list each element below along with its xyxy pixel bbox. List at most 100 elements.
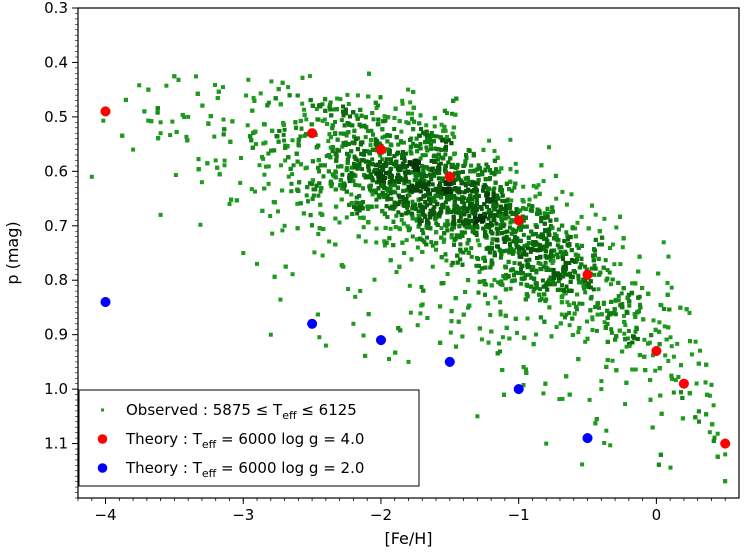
observed-point [555, 255, 560, 260]
observed-point [543, 381, 548, 386]
observed-point [378, 164, 382, 169]
observed-point [541, 244, 546, 249]
observed-point [376, 122, 381, 127]
observed-point [418, 172, 423, 177]
observed-point [689, 352, 694, 357]
observed-point [705, 392, 710, 397]
observed-point [496, 280, 501, 285]
observed-point [509, 198, 514, 203]
observed-point [339, 186, 344, 191]
observed-point [238, 180, 243, 185]
observed-point [229, 197, 234, 202]
observed-point [508, 286, 513, 291]
observed-point [399, 217, 404, 222]
observed-point [552, 236, 556, 241]
observed-point [357, 163, 362, 168]
observed-point [629, 291, 634, 296]
observed-point [406, 111, 410, 116]
observed-point [669, 344, 674, 349]
observed-point [360, 167, 365, 172]
observed-point [222, 127, 227, 132]
observed-point [429, 240, 434, 245]
observed-point [499, 251, 504, 256]
observed-point [289, 189, 294, 194]
observed-point [551, 278, 556, 283]
observed-point [556, 272, 561, 277]
observed-point [477, 243, 482, 248]
observed-point [441, 239, 446, 244]
observed-point [715, 454, 720, 459]
observed-point [592, 263, 597, 268]
observed-point [433, 159, 438, 164]
observed-point [137, 83, 142, 88]
observed-point [544, 267, 549, 272]
observed-point [511, 250, 516, 254]
observed-point [316, 193, 321, 198]
observed-point [600, 235, 605, 240]
observed-point [503, 265, 508, 270]
observed-point [278, 297, 283, 302]
observed-point [306, 199, 310, 204]
observed-point [524, 215, 528, 220]
observed-point [328, 145, 333, 150]
observed-point [635, 310, 640, 315]
observed-point [550, 205, 555, 210]
observed-point [213, 83, 217, 87]
observed-point [374, 171, 379, 176]
observed-point [326, 169, 331, 174]
observed-point [492, 172, 497, 177]
observed-point [439, 235, 444, 240]
observed-point [464, 247, 469, 252]
observed-point [575, 220, 580, 225]
observed-point [453, 177, 458, 182]
observed-point [489, 258, 494, 263]
observed-point [671, 354, 676, 359]
observed-point [551, 209, 555, 214]
observed-point [448, 192, 453, 197]
observed-point [491, 195, 496, 200]
observed-point [408, 138, 413, 142]
observed-point [172, 74, 177, 79]
observed-point [693, 339, 698, 344]
observed-point [383, 163, 388, 168]
observed-point [405, 200, 410, 205]
observed-point [619, 291, 624, 296]
observed-point [653, 368, 658, 373]
observed-point [561, 267, 566, 272]
observed-point [656, 462, 661, 467]
observed-point [542, 292, 547, 297]
observed-point [541, 179, 546, 184]
observed-point [440, 205, 445, 210]
observed-point [339, 118, 344, 123]
observed-point [262, 186, 267, 191]
observed-point [468, 169, 473, 173]
observed-point [450, 111, 454, 116]
observed-point [590, 328, 595, 332]
observed-point [455, 162, 460, 167]
observed-point [489, 223, 493, 227]
observed-point [525, 265, 530, 270]
observed-point [530, 232, 535, 237]
observed-point [498, 312, 503, 317]
observed-point [418, 197, 423, 201]
observed-point [334, 154, 339, 158]
observed-point [506, 274, 510, 279]
observed-point [661, 240, 666, 245]
observed-point [424, 242, 429, 247]
observed-point [378, 160, 382, 164]
observed-point [554, 252, 559, 257]
observed-point [605, 268, 610, 273]
observed-point [566, 237, 570, 242]
observed-point [434, 247, 438, 252]
observed-point [316, 165, 321, 170]
observed-point [475, 181, 480, 186]
observed-point [483, 292, 487, 297]
observed-point [343, 111, 348, 116]
observed-point [521, 383, 526, 388]
observed-point [433, 186, 438, 191]
observed-point [380, 183, 385, 188]
observed-point [497, 213, 502, 218]
observed-point [283, 143, 288, 148]
observed-point [391, 219, 396, 224]
observed-point [397, 119, 402, 124]
